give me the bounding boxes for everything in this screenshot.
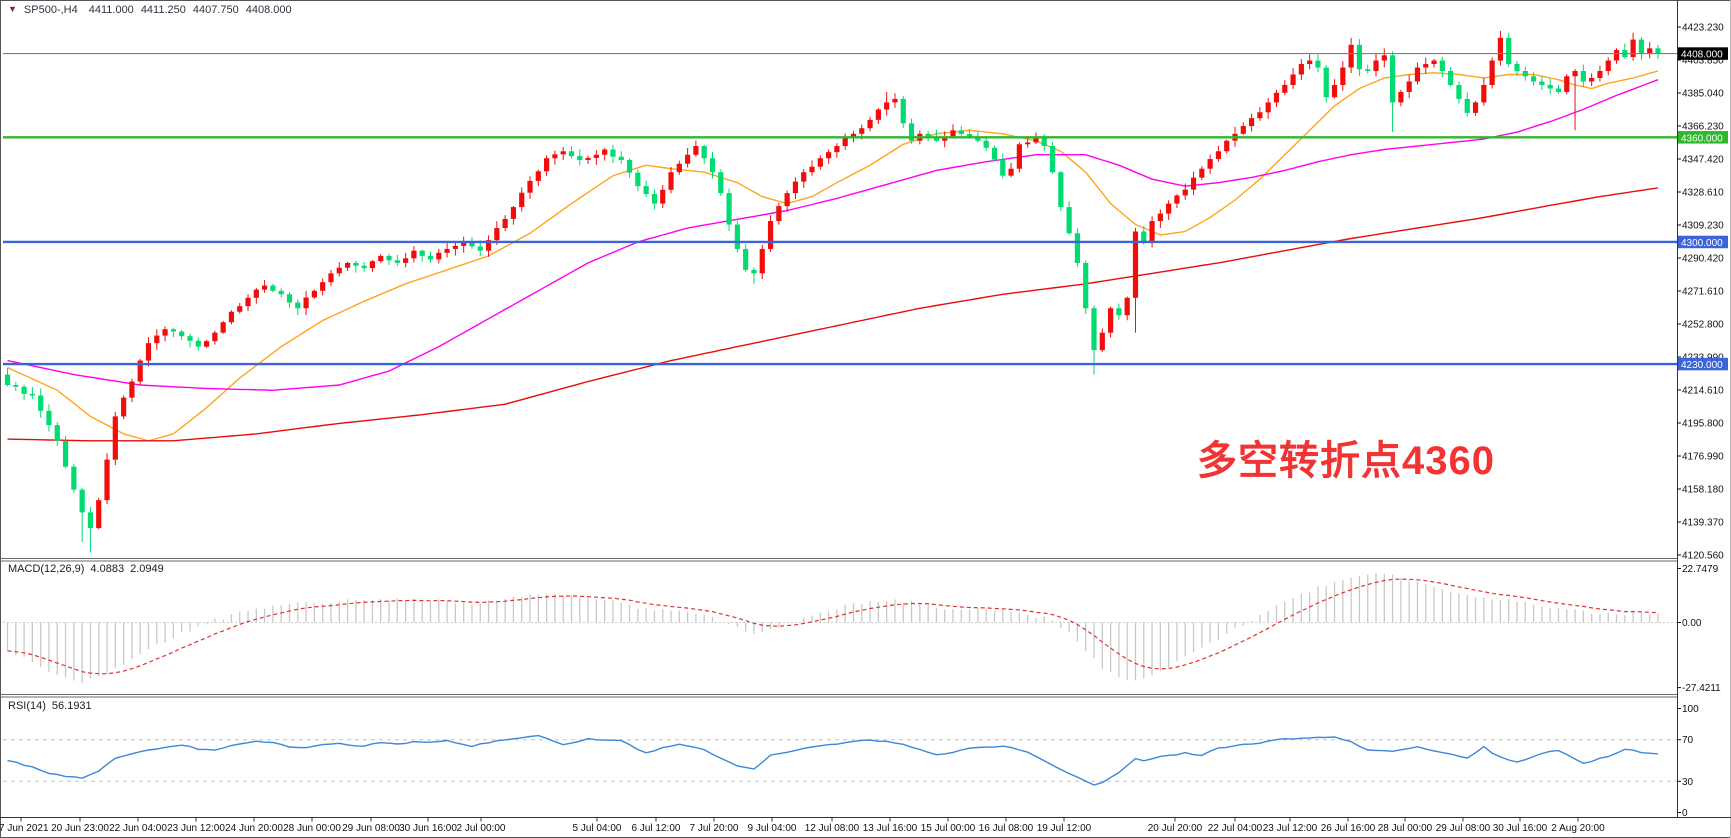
svg-text:4120.560: 4120.560	[1682, 551, 1724, 562]
svg-text:20 Jun 23:00: 20 Jun 23:00	[51, 823, 109, 834]
svg-text:20 Jul 20:00: 20 Jul 20:00	[1148, 823, 1203, 834]
macd-label: MACD(12,26,9)	[8, 563, 85, 575]
svg-text:15 Jul 00:00: 15 Jul 00:00	[921, 823, 976, 834]
svg-text:22 Jul 04:00: 22 Jul 04:00	[1208, 823, 1263, 834]
svg-text:22.7479: 22.7479	[1682, 564, 1719, 575]
svg-text:26 Jul 16:00: 26 Jul 16:00	[1321, 823, 1376, 834]
price-axis-labels: 4423.230 4403.850 4385.040 4366.230 4347.420…	[1677, 23, 1724, 562]
svg-text:4252.800: 4252.800	[1682, 320, 1724, 331]
rsi-axis-labels: 100 70 30 0	[1677, 704, 1699, 819]
svg-text:29 Jun 08:00: 29 Jun 08:00	[342, 823, 400, 834]
symbol-timeframe-label: SP500-,H4	[23, 4, 78, 16]
svg-text:28 Jul 00:00: 28 Jul 00:00	[1378, 823, 1433, 834]
candles-layer	[4, 30, 1661, 553]
ma-fast-orange	[7, 70, 1659, 442]
svg-text:5 Jul 04:00: 5 Jul 04:00	[573, 823, 622, 834]
svg-text:6 Jul 12:00: 6 Jul 12:00	[632, 823, 681, 834]
svg-text:-27.4211: -27.4211	[1682, 683, 1721, 694]
ma-slow-red	[7, 187, 1659, 442]
svg-text:4158.180: 4158.180	[1682, 485, 1724, 496]
symbol-header: ▼ SP500-,H4 4411.000 4411.250 4407.750 4…	[8, 4, 292, 16]
ohlc-open-value: 4411.000	[88, 4, 134, 16]
svg-text:2 Aug 20:00: 2 Aug 20:00	[1551, 823, 1605, 834]
svg-text:13 Jul 16:00: 13 Jul 16:00	[863, 823, 918, 834]
svg-text:100: 100	[1682, 704, 1699, 715]
rsi-panel	[3, 734, 1677, 786]
rsi-header: RSI(14) 56.1931	[8, 700, 92, 712]
svg-text:4300.000: 4300.000	[1681, 238, 1723, 249]
svg-text:28 Jun 00:00: 28 Jun 00:00	[283, 823, 341, 834]
svg-text:70: 70	[1682, 735, 1694, 746]
macd-axis-labels: 22.7479 0.00 -27.4211	[1677, 564, 1721, 694]
svg-text:4309.230: 4309.230	[1682, 221, 1724, 232]
svg-text:4290.420: 4290.420	[1682, 254, 1724, 265]
ohlc-low-value: 4407.750	[192, 4, 239, 16]
rsi-value: 56.1931	[51, 700, 92, 712]
svg-text:4139.370: 4139.370	[1682, 518, 1724, 529]
svg-text:30: 30	[1682, 777, 1694, 788]
svg-text:30 Jul 16:00: 30 Jul 16:00	[1493, 823, 1548, 834]
svg-text:0: 0	[1682, 808, 1688, 819]
ma-medium-magenta	[7, 79, 1659, 392]
svg-text:2 Jul 00:00: 2 Jul 00:00	[457, 823, 506, 834]
svg-text:4230.000: 4230.000	[1681, 360, 1723, 371]
svg-text:9 Jul 04:00: 9 Jul 04:00	[748, 823, 797, 834]
tick-down-triangle-icon: ▼	[8, 4, 17, 14]
price-label-box-4408.000[interactable]: 4408.000	[1678, 47, 1728, 61]
price-label-box-4230.000[interactable]: 4230.000	[1678, 357, 1728, 371]
svg-text:4423.230: 4423.230	[1682, 23, 1724, 34]
svg-text:4176.990: 4176.990	[1682, 452, 1724, 463]
svg-text:12 Jul 08:00: 12 Jul 08:00	[805, 823, 860, 834]
svg-text:4195.800: 4195.800	[1682, 419, 1724, 430]
macd-panel	[3, 573, 1677, 684]
svg-text:16 Jul 08:00: 16 Jul 08:00	[979, 823, 1034, 834]
ohlc-close-value: 4408.000	[245, 4, 292, 16]
svg-text:4385.040: 4385.040	[1682, 89, 1724, 100]
macd-signal-value: 2.0949	[130, 563, 164, 575]
svg-text:19 Jul 12:00: 19 Jul 12:00	[1037, 823, 1092, 834]
svg-text:4328.610: 4328.610	[1682, 188, 1724, 199]
svg-text:7 Jul 20:00: 7 Jul 20:00	[690, 823, 739, 834]
macd-header: MACD(12,26,9) 4.0883 2.0949	[8, 563, 164, 575]
price-label-box-4360.000[interactable]: 4360.000	[1678, 131, 1728, 144]
svg-text:4408.000: 4408.000	[1681, 50, 1723, 61]
svg-text:17 Jun 2021: 17 Jun 2021	[0, 823, 49, 834]
chart-annotation-text: 多空转折点4360	[1197, 439, 1495, 483]
price-label-box-4300.000[interactable]: 4300.000	[1678, 235, 1728, 249]
svg-text:4360.000: 4360.000	[1681, 133, 1723, 144]
svg-text:4214.610: 4214.610	[1682, 386, 1724, 397]
svg-text:4403.850: 4403.850	[1682, 56, 1724, 67]
macd-value: 4.0883	[90, 563, 125, 575]
svg-text:4347.420: 4347.420	[1682, 155, 1724, 166]
svg-text:4271.610: 4271.610	[1682, 287, 1724, 298]
svg-text:4366.230: 4366.230	[1682, 122, 1724, 133]
svg-text:29 Jul 08:00: 29 Jul 08:00	[1436, 823, 1491, 834]
svg-text:30 Jun 16:00: 30 Jun 16:00	[399, 823, 457, 834]
ohlc-high-value: 4411.250	[140, 4, 186, 16]
rsi-label: RSI(14)	[8, 700, 46, 712]
svg-text:24 Jun 20:00: 24 Jun 20:00	[225, 823, 283, 834]
svg-text:23 Jul 12:00: 23 Jul 12:00	[1263, 823, 1318, 834]
svg-text:0.00: 0.00	[1682, 618, 1702, 629]
svg-text:22 Jun 04:00: 22 Jun 04:00	[109, 823, 167, 834]
svg-text:23 Jun 12:00: 23 Jun 12:00	[167, 823, 225, 834]
